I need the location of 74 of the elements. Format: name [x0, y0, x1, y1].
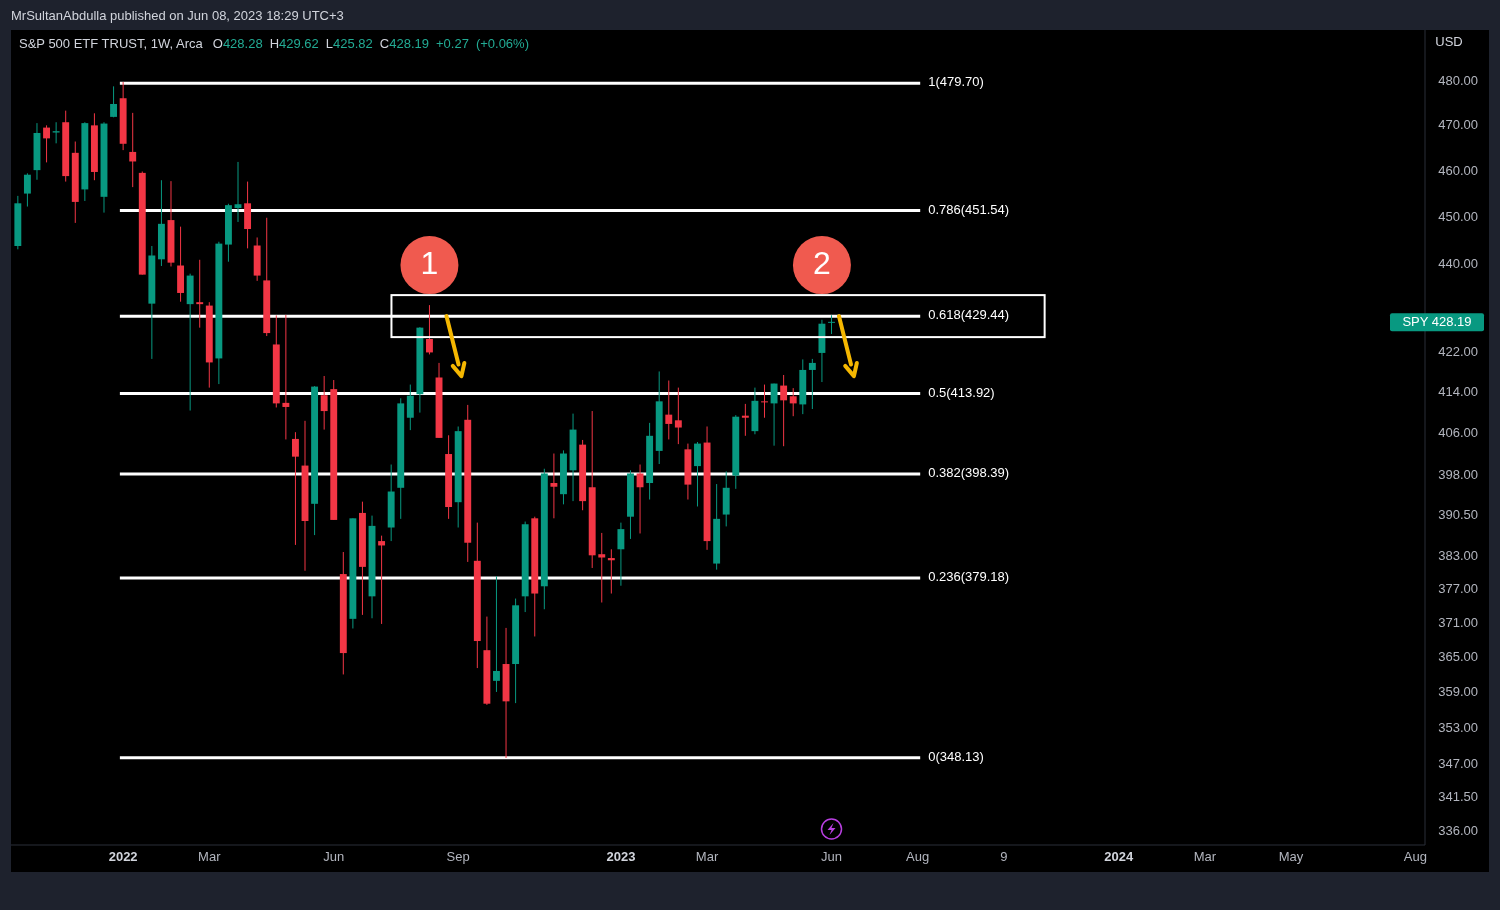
y-axis-title: USD: [1435, 34, 1463, 50]
x-tick-label: Mar: [1193, 849, 1217, 865]
candlestick: [196, 259, 204, 329]
candlestick: [617, 522, 625, 587]
candlestick: [129, 112, 137, 188]
candlestick: [550, 453, 558, 519]
y-tick-label: 347.00: [1438, 756, 1478, 772]
y-tick-label: 377.00: [1438, 581, 1478, 597]
text: O428.28 H429.62 L425.82 C428.19 +0.27 (+0.06%): [212, 36, 529, 52]
y-tick-label: 383.00: [1438, 548, 1478, 564]
x-tick-label: Mar: [198, 849, 222, 865]
candlestick: [282, 314, 290, 440]
text: MrSultanAbdulla published on Jun 08, 2023 18:29 UTC+3: [11, 8, 344, 24]
ref-line-label: 0.618(429.44): [928, 307, 1010, 323]
x-tick-label: Mar: [695, 849, 719, 865]
x-tick-label: Aug: [1403, 849, 1427, 865]
candlestick: [694, 441, 701, 507]
candlestick: [426, 304, 433, 355]
candlestick: [43, 124, 50, 163]
candlestick: [665, 380, 673, 440]
y-tick-label: 359.00: [1438, 684, 1478, 700]
x-tick-label: Jun: [821, 849, 842, 865]
y-tick-label: 341.50: [1438, 789, 1478, 805]
candlestick: [761, 384, 768, 419]
candlestick: [770, 383, 778, 447]
candlestick: [110, 85, 118, 118]
ref-line-label: 0.236(379.18): [928, 569, 1010, 585]
y-tick-label: 470.00: [1438, 117, 1478, 133]
candlestick: [780, 374, 788, 447]
candlestick: [378, 535, 386, 625]
candlestick: [234, 161, 242, 223]
annotation: SPY 428.19: [1402, 314, 1472, 330]
x-tick-label: Aug: [906, 849, 930, 865]
ref-line-label: 0(348.13): [928, 749, 984, 765]
x-tick-label: 9: [1000, 849, 1008, 865]
y-tick-label: 440.00: [1438, 256, 1478, 272]
x-tick-label: 2022: [108, 849, 138, 865]
y-tick-label: 398.00: [1438, 467, 1478, 483]
x-tick-label: 2024: [1104, 849, 1134, 865]
y-tick-label: 371.00: [1438, 615, 1478, 631]
candlestick: [23, 172, 31, 208]
y-tick-label: 450.00: [1438, 209, 1478, 225]
ref-line-label: 0.5(413.92): [928, 385, 995, 401]
x-tick-label: 2023: [606, 849, 636, 865]
y-tick-label: 390.50: [1438, 507, 1478, 523]
candlestick: [828, 314, 835, 335]
y-tick-label: 406.00: [1438, 425, 1478, 441]
ref-line-label: 0.382(398.39): [928, 465, 1010, 481]
ref-line-label: 0.786(451.54): [928, 202, 1010, 217]
y-tick-label: 422.00: [1438, 344, 1478, 360]
candlestick: [789, 387, 797, 417]
ref-line-label: 1(479.70): [928, 74, 984, 90]
text: S&P 500 ETF TRUST, 1W, Arca: [19, 36, 204, 52]
annotation: 2: [813, 245, 831, 282]
y-tick-label: 353.00: [1438, 720, 1478, 736]
candlestick: [741, 403, 749, 437]
y-tick-label: 365.00: [1438, 649, 1478, 665]
candlestick: [674, 387, 682, 445]
candlestick: [598, 532, 606, 603]
candlestick: [292, 431, 299, 546]
x-tick-label: May: [1278, 849, 1304, 865]
x-tick-label: Sep: [446, 849, 470, 865]
y-tick-label: 480.00: [1438, 73, 1478, 89]
y-tick-label: 336.00: [1438, 823, 1478, 839]
candlestick: [320, 375, 328, 431]
candlestick: [493, 575, 500, 693]
candlestick: [808, 358, 816, 410]
y-tick-label: 460.00: [1438, 162, 1478, 178]
candlestick: [406, 384, 414, 431]
y-tick-label: 414.00: [1438, 384, 1478, 400]
candlestick: [607, 548, 615, 595]
candlestick: [52, 121, 60, 144]
x-tick-label: Jun: [323, 849, 345, 865]
annotation: 1: [420, 245, 439, 282]
